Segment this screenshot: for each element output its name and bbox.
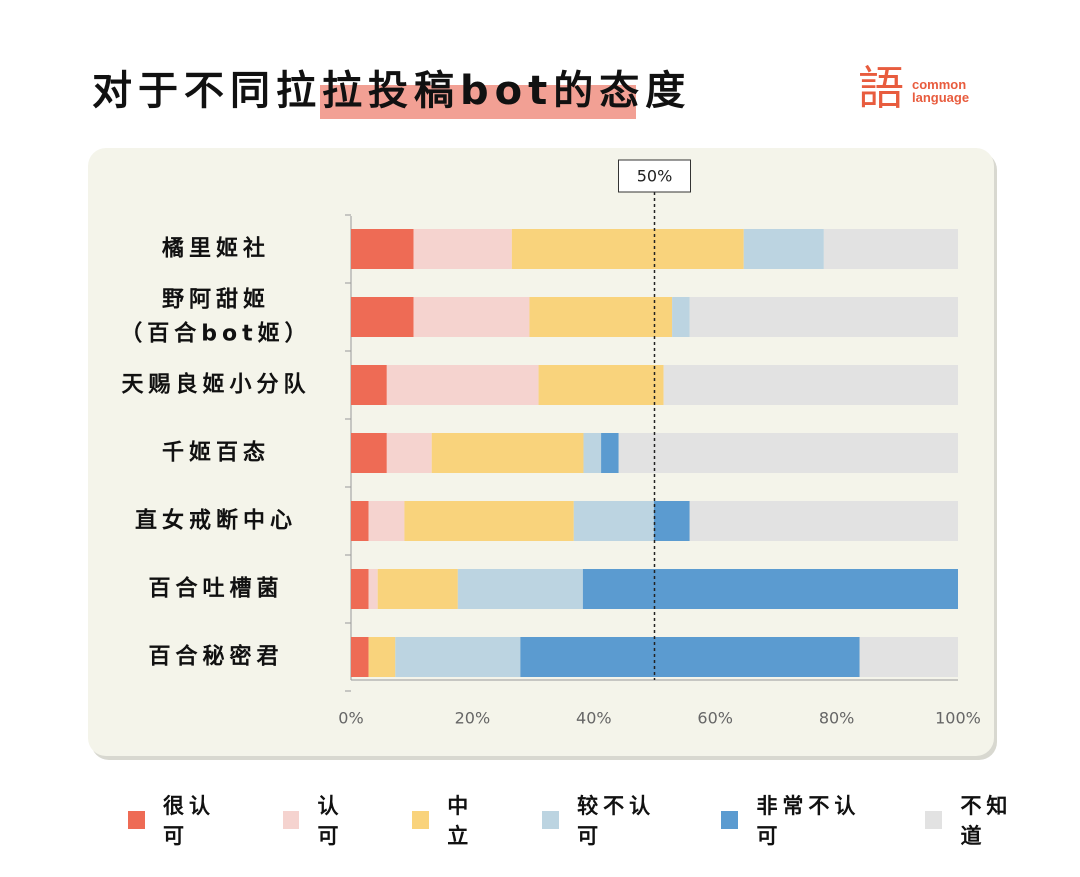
legend-label: 较不认可 [577,794,656,848]
bar-segment [413,297,530,337]
x-tick-label: 100% [935,709,981,728]
bar-segment [404,501,574,541]
category-label: 直女戒断中心 [135,508,297,534]
category-label: 百合秘密君 [148,644,283,670]
legend-swatch [925,811,943,829]
bar-segment [520,637,860,677]
bar-segment [413,229,512,269]
bar-segment [377,569,458,609]
title-highlight [320,85,636,119]
legend-swatch [282,811,300,829]
bar-segment [618,433,958,473]
legend-item: 不知道 [925,790,1034,850]
bar-segment [689,297,958,337]
x-tick-label: 80% [819,709,855,728]
logo-line1: common [912,77,967,92]
bar-segment [351,433,387,473]
bar-segment [511,229,744,269]
legend-label: 认可 [317,794,344,848]
category-label: 千姬百态 [162,440,270,466]
legend-item: 中立 [412,790,496,850]
logo-wordmark: common language [912,78,969,104]
bar-segment [351,569,369,609]
bar-segment [368,637,396,677]
legend-swatch [721,811,739,829]
reference-label-box [618,159,691,193]
x-tick-label: 40% [576,709,612,728]
reference-label: 50% [637,167,673,186]
legend-swatch [412,811,430,829]
bar-segment [395,637,521,677]
bar-segment [672,297,690,337]
x-tick-label: 60% [697,709,733,728]
bar-segment [689,501,958,541]
legend-item: 较不认可 [542,790,675,850]
bar-segment [351,229,414,269]
bar-segment [368,501,405,541]
category-label: 百合吐槽菌 [148,576,283,602]
bar-segment [368,569,378,609]
bar-segment [431,433,584,473]
category-label: 野阿甜姬 [162,287,270,313]
legend-label: 中立 [447,794,474,848]
logo-mark: 語 [858,61,904,115]
legend-label: 非常不认可 [756,794,861,848]
bar-segment [457,569,583,609]
x-tick-label: 20% [455,709,491,728]
category-label: 橘里姬社 [162,236,270,262]
bar-segment [653,501,690,541]
category-label: 天赐良姬小分队 [121,372,310,398]
logo-line2: language [912,90,970,105]
bar-segment [823,229,958,269]
page-title: 对于不同拉拉投稿bot的态度 [92,68,692,114]
legend: 很认可 认可 中立 较不认可 非常不认可 不知道 [128,790,1080,850]
bar-segment [386,433,432,473]
legend-swatch [542,811,560,829]
bar-segment [351,501,369,541]
bar-segment [743,229,824,269]
bar-segment [583,433,602,473]
bar-segment [529,297,673,337]
legend-label: 很认可 [162,794,215,848]
bar-segment [663,365,958,405]
bar-segment [351,637,369,677]
x-tick-label: 0% [338,709,363,728]
bar-segment [582,569,958,609]
legend-label: 不知道 [960,794,1013,848]
bar-segment [351,297,414,337]
legend-item: 很认可 [128,790,237,850]
legend-swatch [128,811,145,829]
bar-segment [573,501,654,541]
bar-segment [601,433,619,473]
category-label: （百合bot姬） [120,321,311,347]
legend-item: 非常不认可 [721,790,879,850]
legend-item: 认可 [282,790,367,850]
bar-segment [859,637,958,677]
bar-segment [351,365,387,405]
bar-segment [538,365,664,405]
title-area: 对于不同拉拉投稿bot的态度 [92,58,692,119]
bar-segment [386,365,539,405]
